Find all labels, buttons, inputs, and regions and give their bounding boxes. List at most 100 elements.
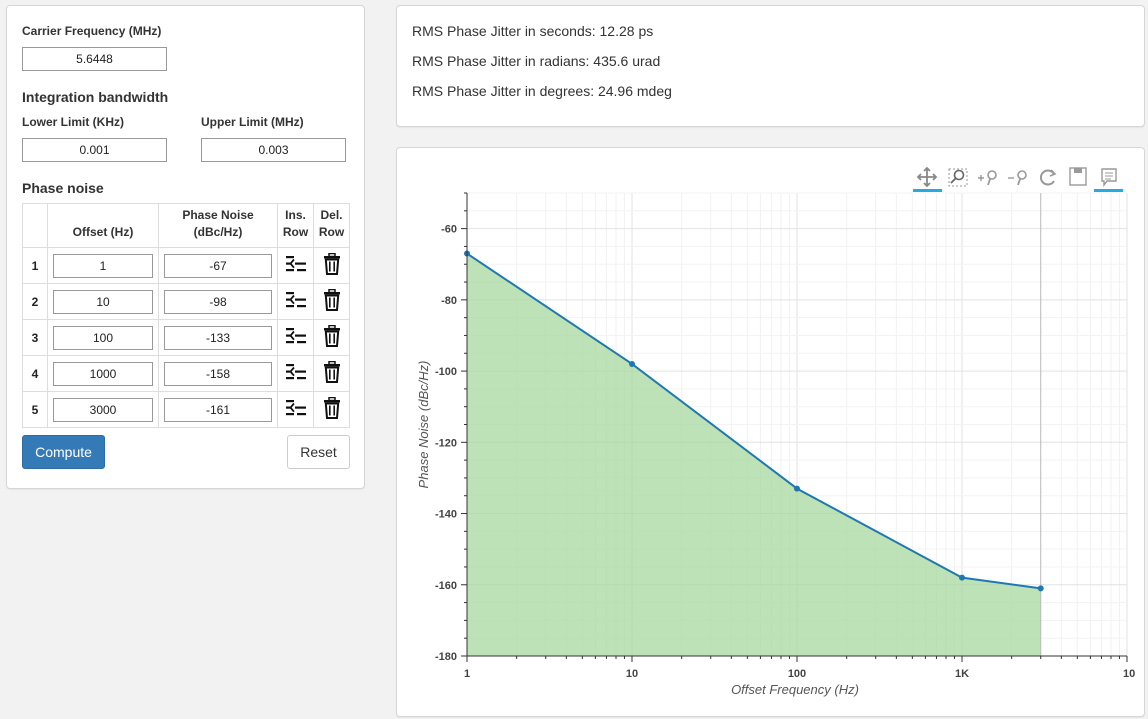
insert-row-cell xyxy=(277,391,314,428)
row-index: 3 xyxy=(22,319,48,356)
insert-row-cell xyxy=(277,319,314,356)
offset-cell xyxy=(47,319,159,356)
offset-input[interactable] xyxy=(53,397,153,422)
phase-noise-heading: Phase noise xyxy=(22,180,104,196)
hover-icon[interactable] xyxy=(1101,168,1117,188)
chart-data-layer xyxy=(464,193,1044,656)
offset-cell xyxy=(47,283,159,320)
phase-noise-header: Phase Noise (dBc/Hz) xyxy=(158,203,278,248)
upper-limit-input[interactable] xyxy=(201,138,346,162)
hover-active-indicator xyxy=(1094,189,1123,192)
trash-icon[interactable] xyxy=(323,252,341,278)
row-index: 5 xyxy=(22,391,48,428)
zoom-in-plus xyxy=(978,175,984,181)
chart-axes: -60 -80 -100 -120 -140 -160 -180 1 10 100 1K 10 Offs… xyxy=(416,192,1135,697)
data-point[interactable] xyxy=(1037,585,1044,592)
row-index: 1 xyxy=(22,247,48,284)
insert-row-icon[interactable] xyxy=(285,253,307,278)
phase-noise-chart[interactable]: -60 -80 -100 -120 -140 -160 -180 1 10 100 1K 10 Offs… xyxy=(397,148,1144,716)
phase-noise-cell xyxy=(158,283,278,320)
phase-noise-cell xyxy=(158,247,278,284)
data-point[interactable] xyxy=(629,360,635,367)
lower-limit-input[interactable] xyxy=(22,138,167,162)
trash-icon[interactable] xyxy=(323,324,341,350)
lower-limit-label: Lower Limit (KHz) xyxy=(22,115,124,129)
offset-input[interactable] xyxy=(53,325,153,350)
offset-cell xyxy=(47,247,159,284)
offset-input[interactable] xyxy=(53,289,153,314)
carrier-frequency-label: Carrier Frequency (MHz) xyxy=(22,24,162,38)
insert-row-icon[interactable] xyxy=(285,325,307,350)
zoom-out-icon[interactable] xyxy=(1008,170,1027,186)
reset-arc xyxy=(1040,169,1055,186)
insert-row-cell xyxy=(277,247,314,284)
insert-row-header: Ins. Row xyxy=(277,203,314,248)
box-zoom-lens xyxy=(953,169,965,181)
insert-row-cell xyxy=(277,283,314,320)
zoom-out-handle xyxy=(1017,178,1021,186)
y-tick-label: -60 xyxy=(441,224,457,236)
carrier-frequency-input[interactable] xyxy=(22,47,167,71)
row-index: 4 xyxy=(22,355,48,392)
phase-noise-input[interactable] xyxy=(164,361,272,386)
phase-noise-input[interactable] xyxy=(164,397,272,422)
x-tick-label: 10 xyxy=(1123,668,1135,680)
hover-lines xyxy=(1105,172,1113,180)
delete-row-cell xyxy=(313,319,350,356)
rms-jitter-seconds: RMS Phase Jitter in seconds: 12.28 ps xyxy=(412,23,654,39)
phase-noise-input[interactable] xyxy=(164,325,272,350)
table-row: 4 xyxy=(22,355,350,392)
x-tick-label: 100 xyxy=(788,668,806,680)
pan-icon[interactable] xyxy=(916,166,938,188)
table-row: 1 xyxy=(22,247,350,284)
input-panel: Carrier Frequency (MHz) Integration band… xyxy=(6,5,365,489)
phase-noise-cell xyxy=(158,319,278,356)
table-row: 5 xyxy=(22,391,350,428)
phase-noise-input[interactable] xyxy=(164,289,272,314)
insert-row-icon[interactable] xyxy=(285,289,307,314)
chart-panel: -60 -80 -100 -120 -140 -160 -180 1 10 100 1K 10 Offs… xyxy=(396,147,1145,717)
trash-icon[interactable] xyxy=(323,288,341,314)
data-point[interactable] xyxy=(959,574,965,581)
trash-icon[interactable] xyxy=(323,360,341,386)
delete-row-header: Del. Row xyxy=(313,203,350,248)
x-tick-label: 1 xyxy=(464,668,470,680)
insert-row-icon[interactable] xyxy=(285,361,307,386)
reset-button[interactable]: Reset xyxy=(287,435,350,469)
offset-cell xyxy=(47,355,159,392)
y-tick-label: -120 xyxy=(435,437,457,449)
rms-jitter-degrees: RMS Phase Jitter in degrees: 24.96 mdeg xyxy=(412,83,672,99)
y-tick-label: -160 xyxy=(435,580,457,592)
pan-glyph xyxy=(916,166,938,188)
box-zoom-icon[interactable] xyxy=(948,168,968,187)
hover-bubble xyxy=(1101,168,1117,188)
row-index: 2 xyxy=(22,283,48,320)
save-icon[interactable] xyxy=(1069,167,1087,186)
compute-button[interactable]: Compute xyxy=(22,435,105,469)
offset-input[interactable] xyxy=(53,361,153,386)
x-tick-label: 1K xyxy=(955,668,969,680)
insert-row-icon[interactable] xyxy=(285,397,307,422)
integration-bandwidth-heading: Integration bandwidth xyxy=(22,89,169,105)
trash-icon[interactable] xyxy=(323,396,341,422)
table-row: 2 xyxy=(22,283,350,320)
offset-cell xyxy=(47,391,159,428)
reset-icon[interactable] xyxy=(1040,169,1057,186)
phase-noise-cell xyxy=(158,355,278,392)
offset-input[interactable] xyxy=(53,253,153,278)
delete-row-cell xyxy=(313,283,350,320)
phase-noise-input[interactable] xyxy=(164,253,272,278)
zoom-in-icon[interactable] xyxy=(978,170,997,186)
phase-noise-table: Offset (Hz) Phase Noise (dBc/Hz) Ins. Row … xyxy=(22,203,350,428)
table-row: 3 xyxy=(22,319,350,356)
zoom-in-lens xyxy=(987,170,997,180)
delete-row-cell xyxy=(313,247,350,284)
data-point[interactable] xyxy=(794,485,800,492)
save-shutter xyxy=(1074,168,1082,173)
x-axis-title: Offset Frequency (Hz) xyxy=(731,682,859,697)
y-tick-label: -80 xyxy=(441,295,457,307)
upper-limit-label: Upper Limit (MHz) xyxy=(201,115,304,129)
results-panel: RMS Phase Jitter in seconds: 12.28 ps RM… xyxy=(396,5,1145,127)
delete-row-cell xyxy=(313,391,350,428)
insert-row-cell xyxy=(277,355,314,392)
